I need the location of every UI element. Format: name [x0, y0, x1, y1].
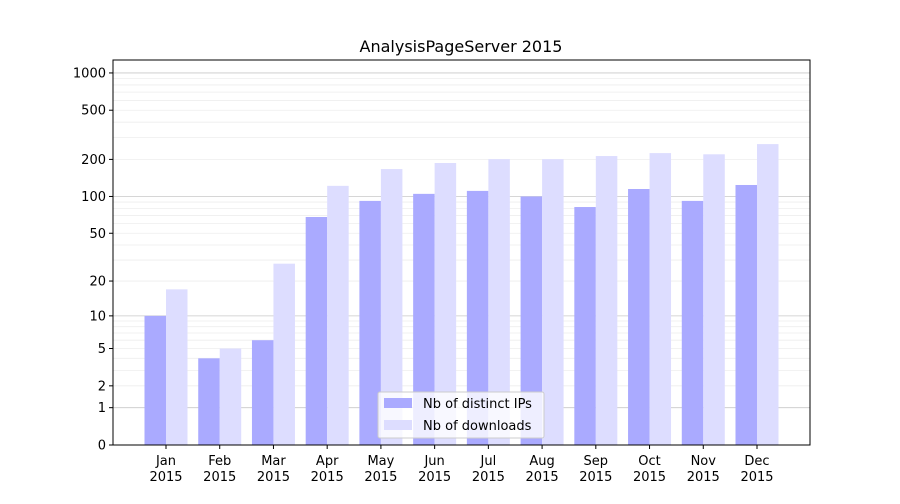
bar-distinct-ips: [735, 184, 757, 445]
legend-label-ips: Nb of distinct IPs: [423, 397, 532, 412]
bar-distinct-ips: [574, 207, 596, 445]
legend-box: [377, 391, 545, 439]
bar-downloads: [595, 156, 618, 445]
legend-swatch-downloads: [384, 420, 412, 430]
bar-distinct-ips: [305, 216, 328, 445]
bar-distinct-ips: [413, 193, 435, 445]
bar-distinct-ips: [681, 200, 704, 445]
x-tick-label: Nov 2015: [687, 454, 720, 485]
x-tick-label: Apr 2015: [311, 454, 344, 485]
bar-downloads: [542, 159, 564, 446]
x-tick-label: Aug 2015: [526, 454, 559, 485]
y-tick-label: 20: [89, 275, 106, 290]
y-tick-label: 500: [81, 104, 106, 119]
y-tick-label: 1000: [73, 66, 106, 81]
x-tick-label: Jul 2015: [472, 454, 505, 485]
bars: [144, 144, 779, 446]
chart-title: AnalysisPageServer 2015: [360, 37, 563, 56]
x-tick-label: May 2015: [364, 454, 397, 485]
x-tick-label: Oct 2015: [633, 454, 666, 485]
legend-label-downloads: Nb of downloads: [423, 419, 532, 434]
legend-swatch-ips: [384, 398, 412, 408]
y-axis-ticks: 0 1 2 5 10 20 50 100 200 500 1000: [73, 66, 113, 454]
bar-downloads: [166, 289, 188, 445]
y-tick-label: 10: [89, 309, 106, 324]
y-tick-label: 200: [81, 153, 106, 168]
bar-distinct-ips: [359, 200, 381, 445]
bar-distinct-ips: [144, 315, 166, 445]
bar-distinct-ips: [251, 340, 274, 445]
y-tick-label: 2: [98, 379, 106, 394]
bar-downloads: [273, 263, 295, 445]
x-tick-label: Dec 2015: [740, 454, 773, 485]
y-tick-label: 100: [81, 190, 106, 205]
bar-downloads: [434, 163, 457, 445]
x-tick-label: Mar 2015: [257, 454, 290, 485]
y-tick-label: 5: [98, 342, 106, 357]
y-tick-label: 1: [98, 401, 106, 416]
x-tick-label: Jan 2015: [149, 454, 182, 485]
bar-downloads: [703, 154, 725, 446]
bar-distinct-ips: [198, 358, 220, 445]
y-tick-label: 50: [89, 227, 106, 242]
bar-downloads: [327, 185, 349, 446]
bar-downloads: [488, 159, 510, 446]
bar-distinct-ips: [520, 196, 543, 445]
legend: Nb of distinct IPs Nb of downloads: [377, 391, 545, 439]
bar-downloads: [757, 144, 779, 445]
bar-distinct-ips: [466, 190, 489, 445]
x-tick-label: Sep 2015: [579, 454, 612, 485]
bar-downloads: [380, 169, 403, 445]
x-tick-label: Feb 2015: [203, 454, 236, 485]
bar-distinct-ips: [628, 189, 650, 445]
plot-frame: [112, 59, 811, 446]
bar-downloads: [219, 348, 242, 445]
y-tick-label: 0: [98, 439, 106, 454]
x-axis-ticks: Jan 2015 Feb 2015 Mar 2015 Apr 2015 May 2015 Jun 20…: [149, 445, 774, 485]
bar-downloads: [649, 153, 672, 445]
x-tick-label: Jun 2015: [418, 454, 451, 485]
